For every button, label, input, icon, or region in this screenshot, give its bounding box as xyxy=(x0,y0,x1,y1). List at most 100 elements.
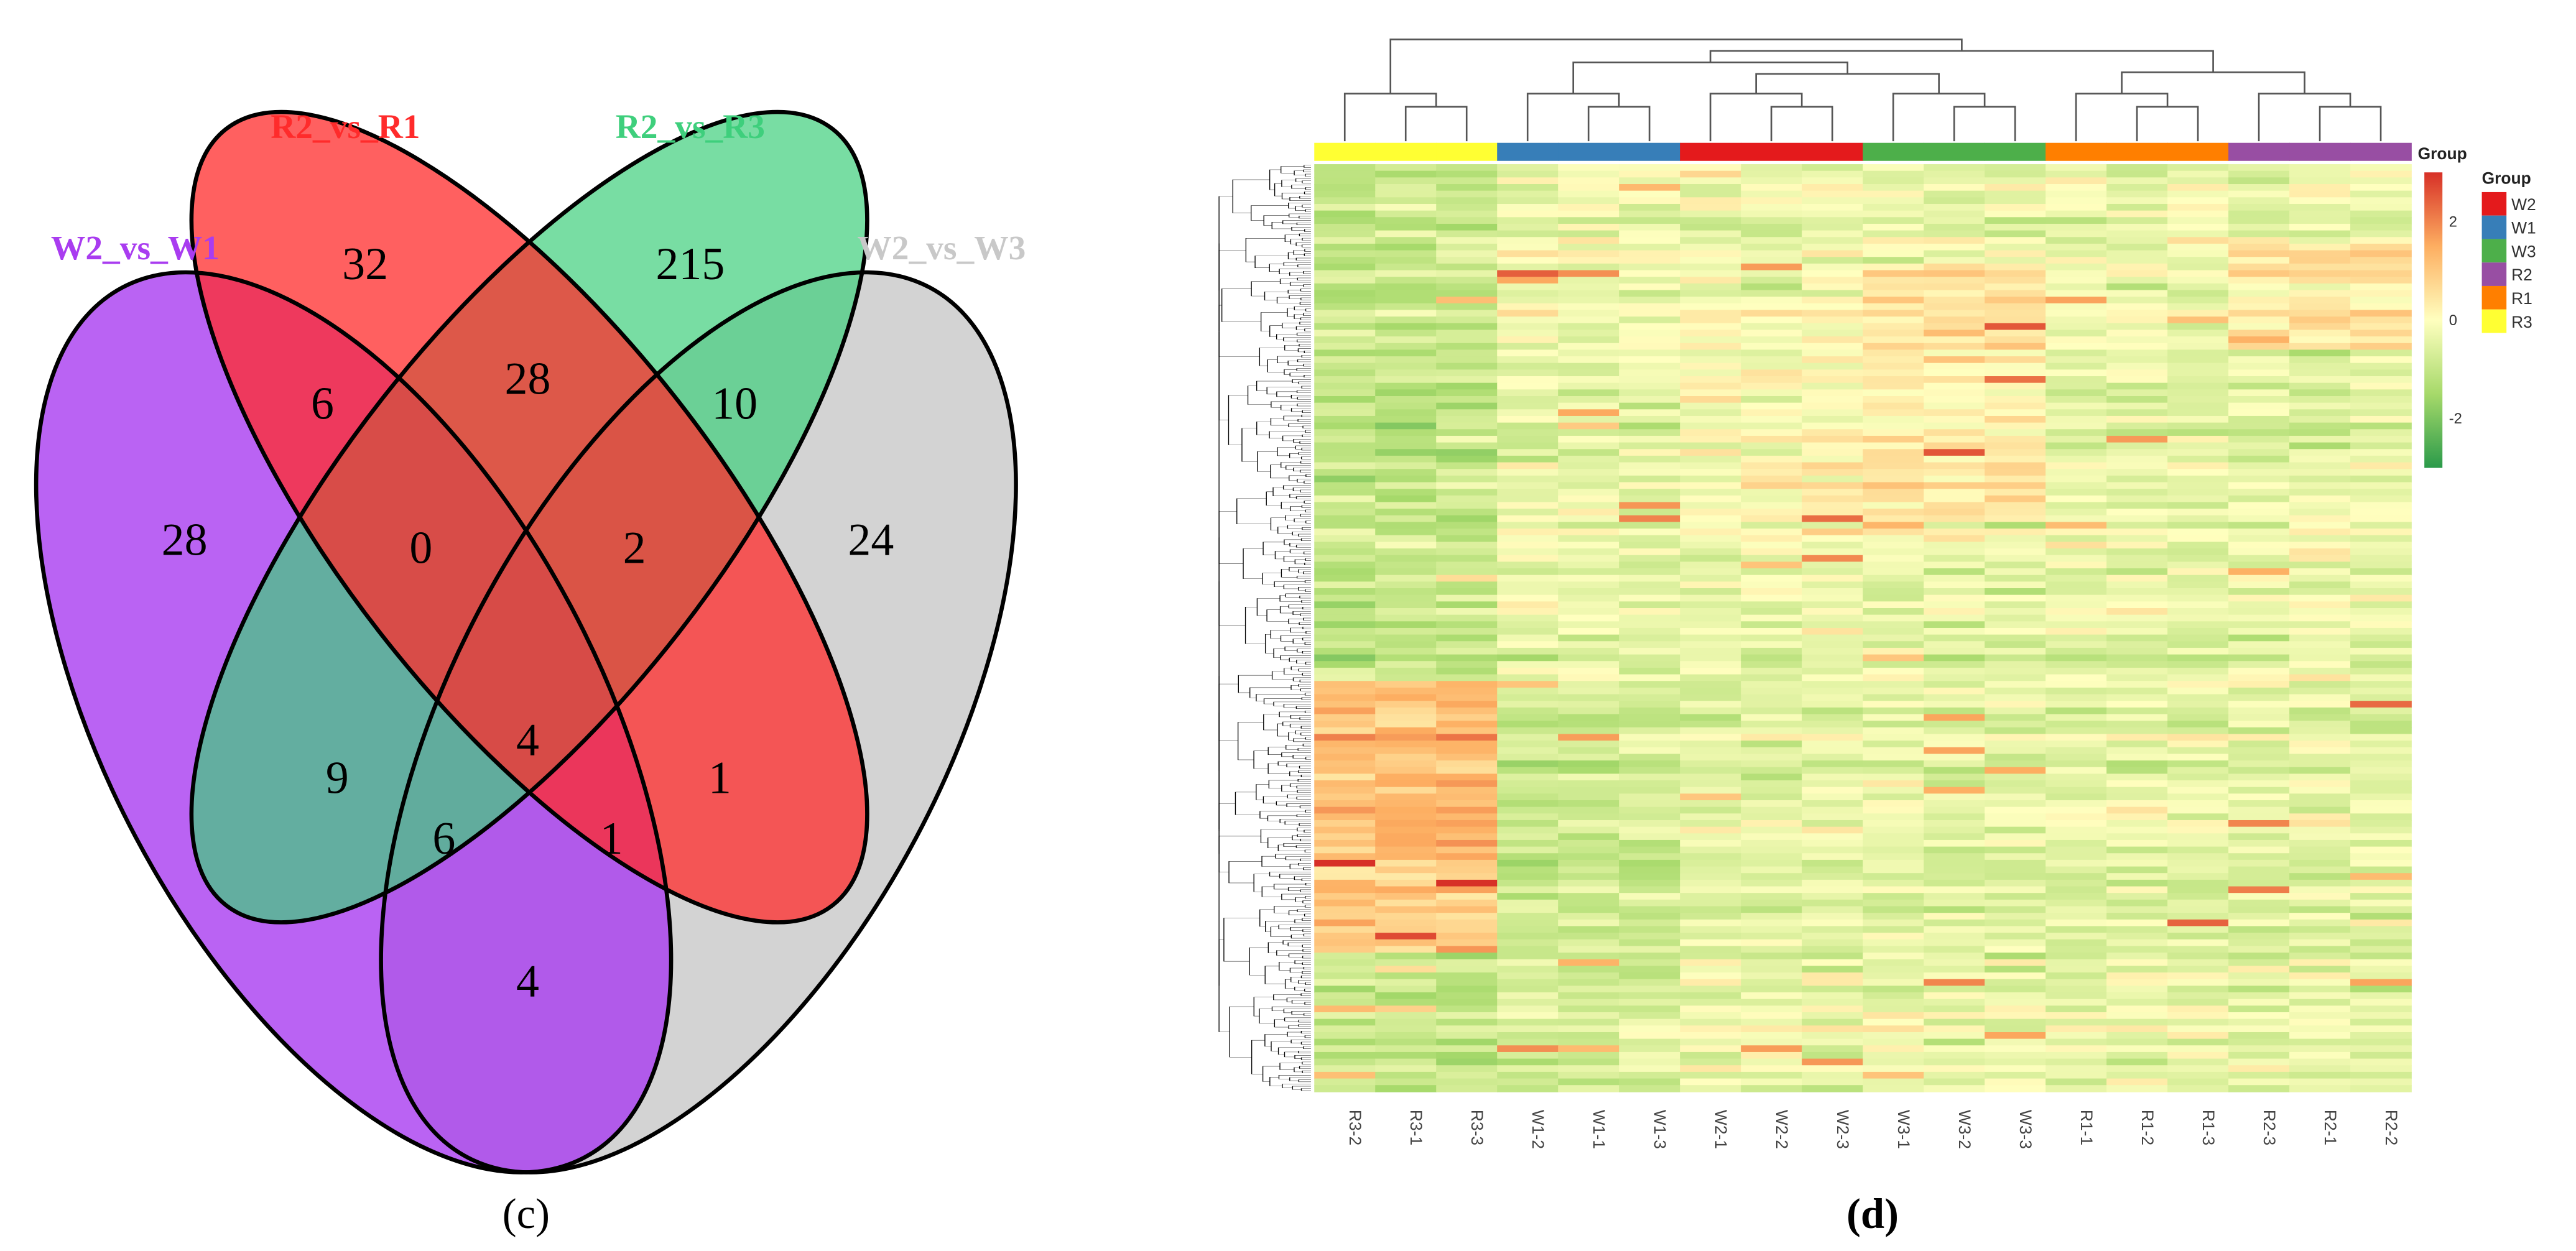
heatmap-cell xyxy=(1863,893,1924,900)
heatmap-cell xyxy=(1314,316,1376,324)
heatmap-cell xyxy=(1680,1005,1741,1013)
heatmap-cell xyxy=(2289,721,2351,728)
heatmap-cell xyxy=(1985,522,2046,529)
heatmap-cell xyxy=(1436,734,1498,741)
dendrogram-branch xyxy=(1259,811,1306,819)
heatmap-cell xyxy=(1314,687,1376,695)
heatmap-cell xyxy=(1680,190,1741,198)
heatmap-cell xyxy=(1802,767,1863,775)
heatmap-cell xyxy=(1375,535,1437,543)
heatmap-cell xyxy=(1802,727,1863,735)
heatmap-cell xyxy=(2046,223,2107,231)
heatmap-cell xyxy=(1375,581,1437,589)
heatmap-cell xyxy=(1436,396,1498,404)
heatmap-cell xyxy=(2228,455,2290,463)
heatmap-cell xyxy=(1924,621,1985,629)
dendrogram-branch xyxy=(1254,256,1289,268)
heatmap-cell xyxy=(1924,959,1985,967)
heatmap-cell xyxy=(1497,999,1559,1007)
dendrogram-branch xyxy=(1302,637,1311,640)
heatmap-cell xyxy=(1619,859,1680,867)
heatmap-cell xyxy=(1314,833,1376,841)
heatmap-cell xyxy=(1619,674,1680,682)
heatmap-cell xyxy=(1802,362,1863,371)
dendrogram-branch xyxy=(1299,805,1311,808)
heatmap-cell xyxy=(2046,741,2107,748)
column-label: W2-2 xyxy=(1772,1110,1791,1149)
heatmap-cell xyxy=(2228,1078,2290,1086)
heatmap-cell xyxy=(1741,893,1802,900)
heatmap-cell xyxy=(1985,926,2046,933)
heatmap-cell xyxy=(1924,819,1985,828)
dendrogram-branch xyxy=(1218,243,1229,420)
heatmap-cell xyxy=(1558,217,1619,224)
heatmap-cell xyxy=(2228,833,2290,841)
dendrogram-branch xyxy=(1303,1046,1311,1049)
heatmap-cell xyxy=(1863,839,1924,847)
heatmap-cell xyxy=(1558,806,1619,815)
heatmap-cell xyxy=(2228,800,2290,808)
heatmap-cell xyxy=(1680,548,1741,556)
heatmap-cell xyxy=(1924,859,1985,867)
heatmap-cell xyxy=(2289,886,2351,893)
heatmap-cell xyxy=(2046,396,2107,404)
heatmap-cell xyxy=(1680,647,1741,655)
heatmap-cell xyxy=(2167,290,2229,297)
heatmap-cell xyxy=(1314,522,1376,529)
heatmap-cell xyxy=(1619,522,1680,529)
heatmap-cell xyxy=(2046,316,2107,324)
heatmap-cell xyxy=(2289,422,2351,430)
heatmap-cell xyxy=(1619,913,1680,920)
heatmap-cell xyxy=(1619,793,1680,801)
heatmap-cell xyxy=(2167,356,2229,364)
heatmap-cell xyxy=(2167,939,2229,947)
heatmap-cell xyxy=(1863,687,1924,695)
heatmap-cell xyxy=(1741,223,1802,231)
group-bar-segment xyxy=(2228,142,2290,161)
heatmap-cell xyxy=(1863,1018,1924,1027)
heatmap-cell xyxy=(1436,509,1498,516)
heatmap-cell xyxy=(2106,654,2168,662)
heatmap-cell xyxy=(1924,933,1985,940)
heatmap-cell xyxy=(2228,1012,2290,1020)
heatmap-cell xyxy=(1680,482,1741,489)
heatmap-cell xyxy=(1314,442,1376,450)
heatmap-cell xyxy=(2228,1045,2290,1053)
heatmap-cell xyxy=(1985,754,2046,761)
heatmap-cell xyxy=(2350,833,2412,841)
heatmap-cell xyxy=(1314,349,1376,357)
heatmap-cell xyxy=(1558,197,1619,205)
dendrogram-branch xyxy=(1299,823,1311,826)
heatmap-cell xyxy=(1741,899,1802,907)
heatmap-cell xyxy=(1802,906,1863,913)
heatmap-cell xyxy=(2046,561,2107,569)
heatmap-cell xyxy=(1436,277,1498,284)
heatmap-cell xyxy=(2228,634,2290,642)
heatmap-cell xyxy=(2167,627,2229,635)
group-bar-segment xyxy=(2350,142,2412,161)
heatmap-cell xyxy=(2350,469,2412,476)
heatmap-cell xyxy=(1863,475,1924,483)
heatmap-cell xyxy=(1863,773,1924,781)
column-label: R2-3 xyxy=(2260,1110,2279,1145)
heatmap-cell xyxy=(1863,376,1924,384)
heatmap-cell xyxy=(1985,741,2046,748)
heatmap-cell xyxy=(2046,164,2107,172)
heatmap-cell xyxy=(2228,959,2290,967)
dendrogram-branch xyxy=(1283,415,1302,421)
heatmap-cell xyxy=(1985,290,2046,297)
heatmap-cell xyxy=(1924,853,1985,861)
heatmap-cell xyxy=(2106,839,2168,847)
heatmap-cell xyxy=(1802,356,1863,364)
heatmap-cell xyxy=(1802,197,1863,205)
dendrogram-branch xyxy=(1286,465,1311,470)
heatmap-cell xyxy=(1619,886,1680,893)
heatmap-cell xyxy=(1985,594,2046,602)
heatmap-cell xyxy=(1497,581,1559,589)
heatmap-cell xyxy=(1497,495,1559,503)
heatmap-cell xyxy=(2289,893,2351,900)
heatmap-cell xyxy=(1619,277,1680,284)
heatmap-cell xyxy=(2046,873,2107,880)
dendrogram-branch xyxy=(1298,1050,1311,1053)
heatmap-cell xyxy=(1741,588,1802,596)
